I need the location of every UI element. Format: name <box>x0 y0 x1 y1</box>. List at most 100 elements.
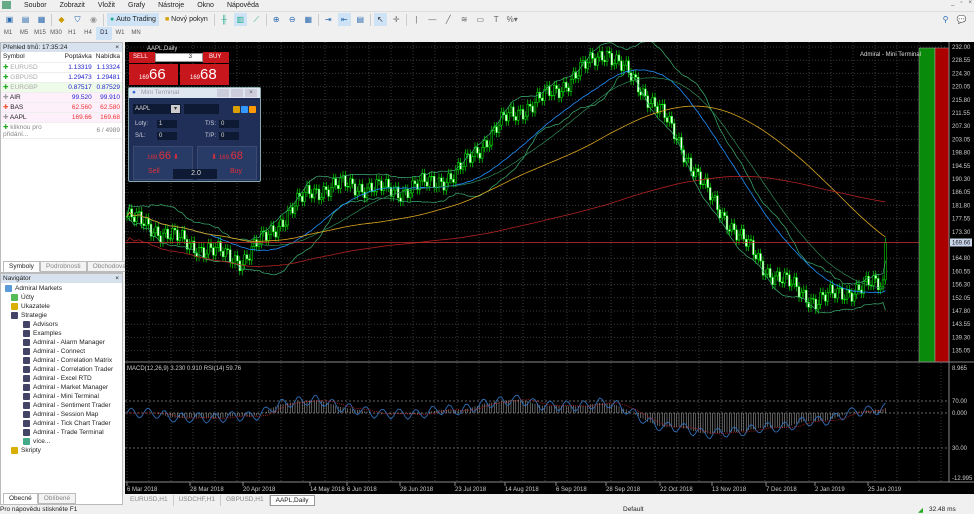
menu-tools[interactable]: Nástroje <box>158 1 185 9</box>
chart-tab[interactable]: EURUSD,H1 <box>125 495 174 506</box>
nav-scripts[interactable]: Skripty <box>3 446 120 455</box>
market-watch-row[interactable]: ✚ AAPL 169.66 169.68 <box>1 112 122 123</box>
stop-loss-input[interactable]: 0 <box>157 132 177 140</box>
candlestick-icon[interactable]: ▥ <box>233 13 247 26</box>
search-icon[interactable]: ⚲ <box>942 15 949 24</box>
take-profit-input[interactable]: 0 <box>219 132 239 140</box>
tab-details[interactable]: Podrobnosti <box>39 261 87 272</box>
zoom-out-icon[interactable]: ⊖ <box>288 15 296 24</box>
mini-terminal-titlebar[interactable]: ● Mini Terminal × <box>129 88 260 98</box>
lot-size-input[interactable]: 3 <box>155 53 203 62</box>
timeframe-h1[interactable]: H1 <box>68 30 76 36</box>
timeframe-d1[interactable]: D1 <box>96 27 112 40</box>
nav-strategy-item[interactable]: Admiral - Connect <box>3 347 120 356</box>
sell-button[interactable]: SELL <box>129 52 155 63</box>
chart-shift-icon[interactable]: ⇥ <box>324 15 332 24</box>
timeframe-h4[interactable]: H4 <box>84 30 92 36</box>
nav-strategy-item[interactable]: Advisors <box>3 320 120 329</box>
data-window-icon[interactable]: ◆ <box>58 15 65 24</box>
nav-indicators[interactable]: Ukazatele <box>3 302 120 311</box>
market-watch-row[interactable]: ✚ BAS 62.560 62.580 <box>1 102 122 113</box>
trailing-stop-input[interactable]: 0 <box>219 120 239 128</box>
nav-accounts[interactable]: Účty <box>3 293 120 302</box>
buy-button[interactable]: BUY <box>203 52 229 63</box>
trendline-icon[interactable]: ╱ <box>445 15 451 24</box>
nav-root[interactable]: Admiral Markets <box>3 284 120 293</box>
symbol-select[interactable]: AAPL <box>133 104 181 114</box>
restore-icon[interactable]: ▫ <box>960 0 963 6</box>
shapes-icon[interactable]: %▾ <box>506 15 518 24</box>
cursor-icon[interactable]: ↖ <box>373 13 387 26</box>
close-icon[interactable]: × <box>968 0 972 6</box>
timeframe-m30[interactable]: M30 <box>50 30 62 36</box>
chart-tab[interactable]: GBPUSD,H1 <box>221 495 270 506</box>
info-icon[interactable] <box>241 106 248 113</box>
market-watch-icon[interactable]: ▦ <box>37 15 46 24</box>
restore-icon[interactable] <box>231 89 243 97</box>
sell-price[interactable]: 16966 <box>129 64 178 85</box>
buy-price[interactable]: 16968 <box>180 64 229 85</box>
nav-strategy-item[interactable]: Examples <box>3 329 120 338</box>
mini-sell-button[interactable]: 169.66 ⬇ Sell <box>133 146 193 180</box>
templates-icon[interactable]: ▤ <box>356 15 365 24</box>
nav-strategy-item[interactable]: Admiral - Alarm Manager <box>3 338 120 347</box>
chart-tab[interactable]: USDCHF,H1 <box>174 495 222 506</box>
signals-icon[interactable]: ◉ <box>90 15 97 24</box>
add-symbol-link[interactable]: ✚ kliknou pro přidání... <box>1 122 63 139</box>
bar-chart-icon[interactable]: ╫ <box>221 15 228 24</box>
options-icon[interactable] <box>249 106 256 113</box>
price-chart[interactable]: AAPL,Daily Admiral - Mini Terminal 232.00 2… <box>125 40 974 494</box>
text-icon[interactable]: T <box>493 15 499 24</box>
timeframe-mn[interactable]: MN <box>131 30 141 36</box>
vertical-line-icon[interactable]: | <box>415 15 418 24</box>
lots-input[interactable]: 1 <box>157 120 177 128</box>
close-icon[interactable]: × <box>115 44 119 51</box>
autoscroll-icon[interactable]: ⇤ <box>337 13 351 26</box>
line-chart-icon[interactable]: ⟋ <box>253 14 260 24</box>
nav-strategy-item[interactable]: Admiral - Trade Terminal <box>3 428 120 437</box>
nav-strategy-item[interactable]: Admiral - Session Map <box>3 410 120 419</box>
crosshair-icon[interactable]: ✛ <box>392 15 400 24</box>
settings-icon[interactable] <box>233 106 240 113</box>
menu-help[interactable]: Nápověda <box>226 1 259 9</box>
nav-strategy-item[interactable]: Admiral - Mini Terminal <box>3 392 120 401</box>
menu-charts[interactable]: Grafy <box>128 1 146 9</box>
nav-strategy-item[interactable]: Admiral - Tick Chart Trader <box>3 419 120 428</box>
market-watch-row[interactable]: ✚ EURUSD 1.13319 1.13324 <box>1 62 122 73</box>
new-order-button[interactable]: ■ Nový pokyn <box>164 16 208 23</box>
close-icon[interactable]: × <box>245 89 257 97</box>
timeframe-m1[interactable]: M1 <box>3 30 13 36</box>
minimize-icon[interactable] <box>217 89 229 97</box>
market-watch-row[interactable]: ✚ AIR 99.520 99.910 <box>1 92 122 103</box>
nav-strategy-item[interactable]: Admiral - Market Manager <box>3 383 120 392</box>
nav-strategy-item[interactable]: Admiral - Correlation Trader <box>3 365 120 374</box>
tab-general[interactable]: Obecné <box>3 493 38 504</box>
tile-windows-icon[interactable]: ▦ <box>304 15 313 24</box>
tab-favorites[interactable]: Oblíbené <box>37 493 77 504</box>
fibonacci-icon[interactable]: ≋ <box>460 15 468 24</box>
horizontal-line-icon[interactable]: — <box>428 15 437 24</box>
label-icon[interactable]: ▭ <box>476 15 485 24</box>
timeframe-m15[interactable]: M15 <box>34 30 46 36</box>
tab-symbols[interactable]: Symboly <box>3 261 40 272</box>
menu-window[interactable]: Okno <box>197 1 214 9</box>
new-chart-icon[interactable]: ▣ <box>5 15 14 24</box>
nav-strategy-item[interactable]: Admiral - Sentiment Trader <box>3 401 120 410</box>
profiles-icon[interactable]: ▤ <box>21 15 30 24</box>
chat-icon[interactable]: 💬 <box>956 15 967 24</box>
menu-insert[interactable]: Vložit <box>97 1 115 9</box>
timeframe-w1[interactable]: W1 <box>115 30 125 36</box>
chart-window[interactable]: AAPL,Daily Admiral - Mini Terminal 232.00 2… <box>125 40 974 494</box>
close-icon[interactable]: × <box>115 275 119 282</box>
zoom-in-icon[interactable]: ⊕ <box>272 15 280 24</box>
menu-file[interactable]: Soubor <box>24 1 47 9</box>
market-watch-row[interactable]: ✚ GBPUSD 1.29473 1.29481 <box>1 72 122 83</box>
timeframe-m5[interactable]: M5 <box>19 30 29 36</box>
nav-strategies[interactable]: Strategie <box>3 311 120 320</box>
menu-view[interactable]: Zobrazit <box>59 1 85 9</box>
navigator-icon[interactable]: ⛉ <box>74 14 81 24</box>
minimize-icon[interactable]: _ <box>951 0 955 6</box>
volume-input[interactable]: 2.0 <box>173 169 217 179</box>
nav-strategy-item[interactable]: Admiral - Excel RTD <box>3 374 120 383</box>
chart-tab[interactable]: AAPL,Daily <box>269 495 315 506</box>
